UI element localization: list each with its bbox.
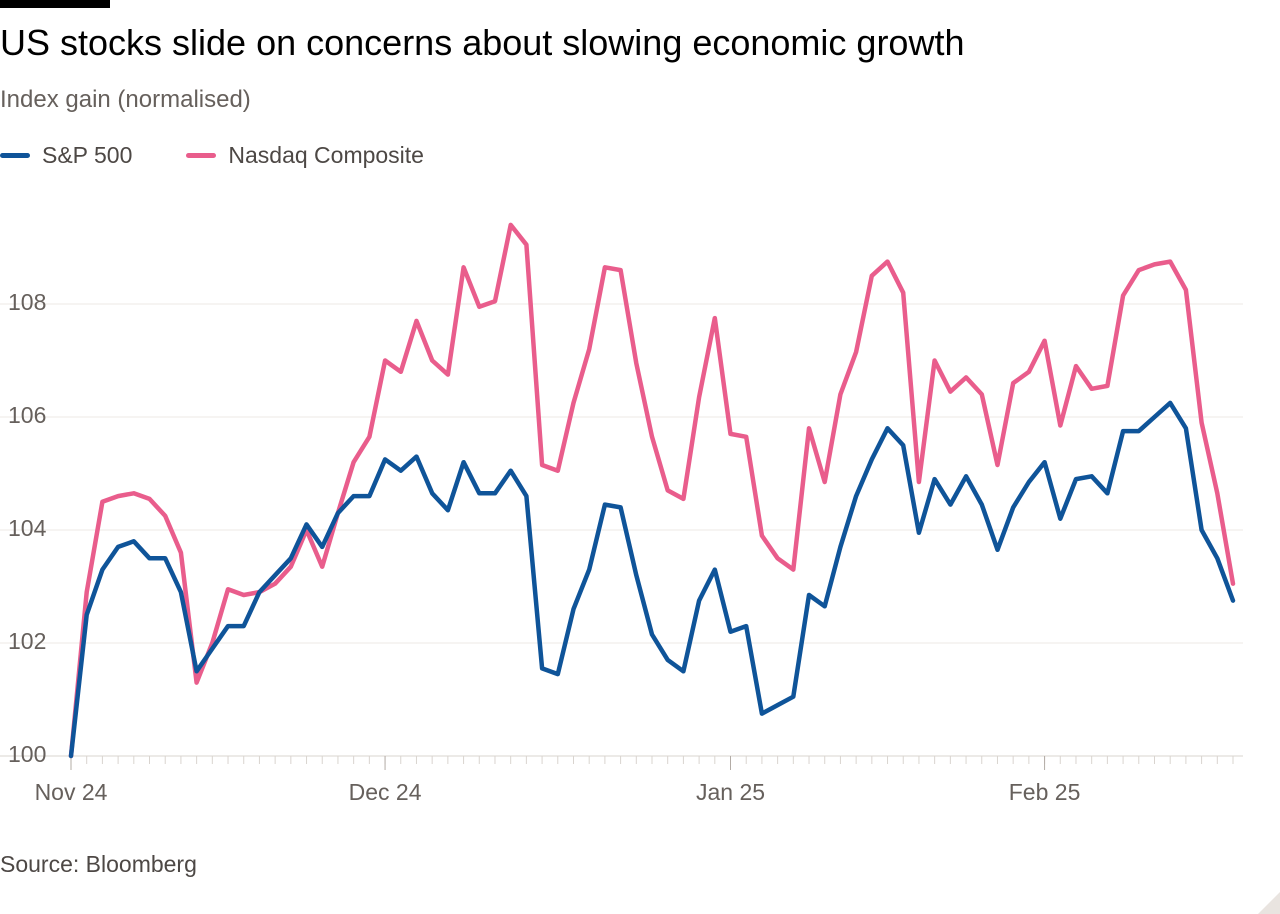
- y-tick-label-100: 100: [8, 741, 46, 767]
- chart-title: US stocks slide on concerns about slowin…: [0, 22, 965, 63]
- line-chart: 100 102 104 106 108 Nov 24 Dec 24 Jan 25 Feb 25: [0, 222, 1243, 805]
- legend-swatch-nasdaq: [186, 153, 217, 158]
- source-note: Source: Bloomberg: [0, 851, 197, 877]
- legend-item-sp500: S&P 500: [0, 142, 132, 169]
- legend-label-nasdaq: Nasdaq Composite: [228, 142, 424, 168]
- legend: S&P 500 Nasdaq Composite: [0, 142, 478, 169]
- y-tick-label-104: 104: [8, 515, 47, 541]
- x-tick-label: Nov 24: [35, 779, 108, 805]
- legend-label-sp500: S&P 500: [42, 142, 133, 168]
- y-tick-label-108: 108: [8, 289, 46, 315]
- series-line-s-p-500: [68, 400, 1236, 759]
- y-tick-label-106: 106: [8, 402, 46, 428]
- chart-subtitle: Index gain (normalised): [0, 86, 251, 113]
- top-accent-bar: [0, 0, 110, 8]
- series-lines: [68, 222, 1236, 759]
- x-tick-label: Feb 25: [1009, 779, 1081, 805]
- corner-fold: [1258, 892, 1280, 914]
- x-tick-label: Dec 24: [349, 779, 422, 805]
- legend-swatch-sp500: [0, 153, 30, 158]
- gridlines: [0, 303, 1243, 757]
- y-tick-label-102: 102: [8, 628, 46, 654]
- series-line-nasdaq-composite: [68, 222, 1236, 759]
- x-tick-label: Jan 25: [696, 779, 765, 805]
- axes: 100 102 104 106 108 Nov 24 Dec 24 Jan 25 Feb 25: [8, 289, 1234, 805]
- legend-item-nasdaq: Nasdaq Composite: [186, 142, 424, 169]
